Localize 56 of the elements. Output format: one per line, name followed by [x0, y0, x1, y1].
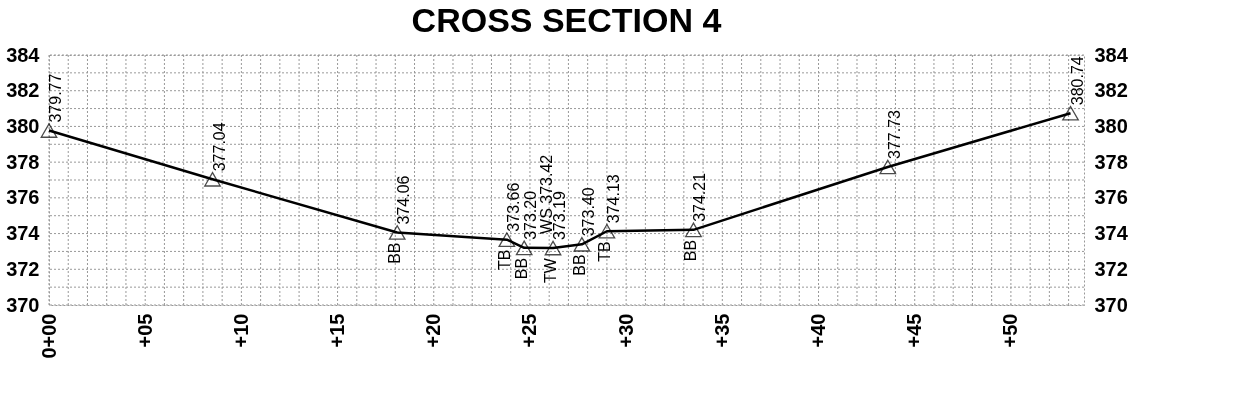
data-label: 380.74 [1068, 56, 1086, 106]
y2-tick-label: 382 [1094, 79, 1128, 102]
data-label: 377.73 [885, 109, 903, 159]
data-label: 374.13 [604, 174, 622, 224]
point [685, 222, 702, 238]
data-label: 373.66 [504, 182, 522, 232]
y-tick-label: 372 [6, 257, 40, 280]
point [204, 171, 221, 187]
annotation: BB [570, 254, 588, 276]
data-label: 374.21 [691, 172, 709, 222]
point [573, 236, 591, 252]
annotation: BB [386, 242, 404, 264]
y-tick-label: 378 [6, 150, 40, 173]
point [40, 123, 58, 138]
y-tick-label: 380 [6, 114, 40, 137]
data-label: 377.04 [210, 122, 228, 172]
point [388, 225, 406, 240]
data-label: 373.40 [579, 187, 597, 237]
point [544, 240, 562, 256]
annotation: BB [682, 239, 700, 262]
point [598, 223, 616, 239]
point [879, 159, 897, 175]
point [1062, 105, 1079, 121]
x-tick-label: +30 [614, 313, 637, 348]
y-tick-label: 382 [6, 79, 40, 102]
x-tick-label: +05 [133, 313, 156, 348]
y-tick-label: 376 [6, 186, 40, 209]
annotation: TW [542, 257, 560, 283]
y2-tick-label: 378 [1094, 150, 1128, 173]
x-tick-label: +50 [999, 313, 1022, 348]
y-tick-label: 384 [6, 43, 41, 66]
annotation: BB [513, 257, 531, 280]
y-tick-label: 370 [6, 293, 40, 316]
annotation: TB [495, 249, 513, 271]
data-label: 374.06 [395, 175, 413, 225]
x-tick-label: +20 [422, 313, 445, 348]
annotation: TB [595, 241, 613, 262]
x-tick-label: +40 [807, 313, 830, 348]
y2-tick-label: 374 [1094, 222, 1129, 245]
chart-title: CROSS SECTION 4 [411, 1, 722, 39]
data-label: 373.20 [522, 190, 540, 240]
x-tick-label: +25 [518, 313, 541, 348]
y-tick-label: 374 [6, 222, 41, 245]
data-label: 379.77 [47, 73, 64, 123]
y2-tick-label: 380 [1094, 114, 1128, 137]
x-tick-label: +45 [903, 313, 926, 348]
y2-tick-label: 372 [1094, 257, 1128, 280]
x-tick-label: +10 [229, 313, 252, 348]
y2-tick-label: 370 [1094, 293, 1128, 316]
y2-tick-label: 376 [1094, 186, 1128, 209]
x-tick-label: 0+00 [37, 313, 60, 359]
x-tick-label: +15 [326, 313, 349, 348]
point [515, 240, 533, 256]
x-tick-label: +35 [710, 313, 733, 348]
y2-tick-label: 384 [1094, 43, 1129, 66]
point [498, 232, 516, 247]
